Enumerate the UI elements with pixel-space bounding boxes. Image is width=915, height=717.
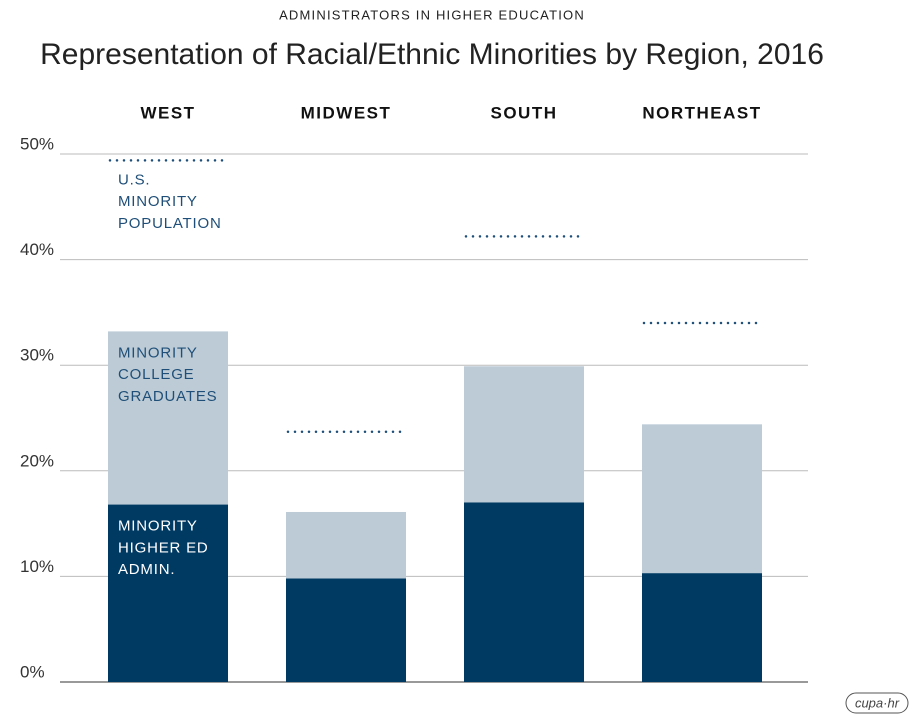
y-tick-label: 50% [20,134,54,153]
x-tick-label: NORTHEAST [642,103,761,122]
bar [642,573,762,682]
y-tick-label: 40% [20,240,54,259]
bar [286,578,406,682]
y-tick-label: 10% [20,557,54,576]
y-tick-label: 30% [20,346,54,365]
y-tick-label: 0% [20,662,45,681]
x-tick-label: MIDWEST [301,103,392,122]
series-label: U.S. MINORITY POPULATION [118,171,222,232]
series-label: MINORITY HIGHER ED ADMIN. [118,518,209,579]
x-tick-label: WEST [140,103,195,122]
series-label: MINORITY COLLEGE GRADUATES [118,344,217,405]
logo-frame [845,692,909,714]
bar [464,502,584,682]
chart-title: Representation of Racial/Ethnic Minoriti… [40,38,824,71]
y-tick-label: 20% [20,451,54,470]
bar [108,504,228,682]
x-tick-label: SOUTH [491,103,558,122]
logo: cupa·hr [855,695,900,710]
chart-subtitle: ADMINISTRATORS IN HIGHER EDUCATION [279,7,585,22]
